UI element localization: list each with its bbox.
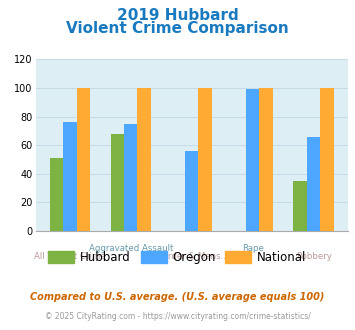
Text: Rape: Rape: [242, 244, 263, 253]
Text: Murder & Mans...: Murder & Mans...: [155, 252, 229, 261]
Text: 2019 Hubbard: 2019 Hubbard: [117, 8, 238, 23]
Text: Aggravated Assault: Aggravated Assault: [88, 244, 173, 253]
Bar: [246, 89, 260, 231]
Bar: [63, 122, 77, 231]
Bar: [124, 124, 137, 231]
Bar: [111, 134, 124, 231]
Text: © 2025 CityRating.com - https://www.cityrating.com/crime-statistics/: © 2025 CityRating.com - https://www.city…: [45, 312, 310, 321]
Text: Compared to U.S. average. (U.S. average equals 100): Compared to U.S. average. (U.S. average …: [30, 292, 325, 302]
Bar: [137, 88, 151, 231]
Text: Robbery: Robbery: [296, 252, 332, 261]
Bar: [320, 88, 334, 231]
Text: All Violent Crime: All Violent Crime: [34, 252, 106, 261]
Bar: [260, 88, 273, 231]
Bar: [77, 88, 90, 231]
Bar: [185, 151, 198, 231]
Bar: [294, 181, 307, 231]
Text: Violent Crime Comparison: Violent Crime Comparison: [66, 21, 289, 36]
Bar: [50, 158, 63, 231]
Legend: Hubbard, Oregon, National: Hubbard, Oregon, National: [44, 246, 311, 269]
Bar: [307, 137, 320, 231]
Bar: [198, 88, 212, 231]
